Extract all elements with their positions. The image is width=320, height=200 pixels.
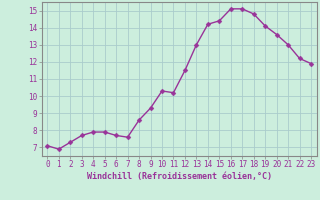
- X-axis label: Windchill (Refroidissement éolien,°C): Windchill (Refroidissement éolien,°C): [87, 172, 272, 181]
